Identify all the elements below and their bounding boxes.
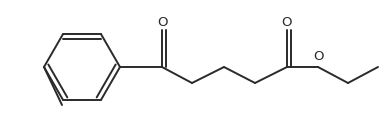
Text: O: O — [282, 16, 292, 30]
Text: O: O — [157, 16, 167, 30]
Text: O: O — [313, 51, 323, 63]
